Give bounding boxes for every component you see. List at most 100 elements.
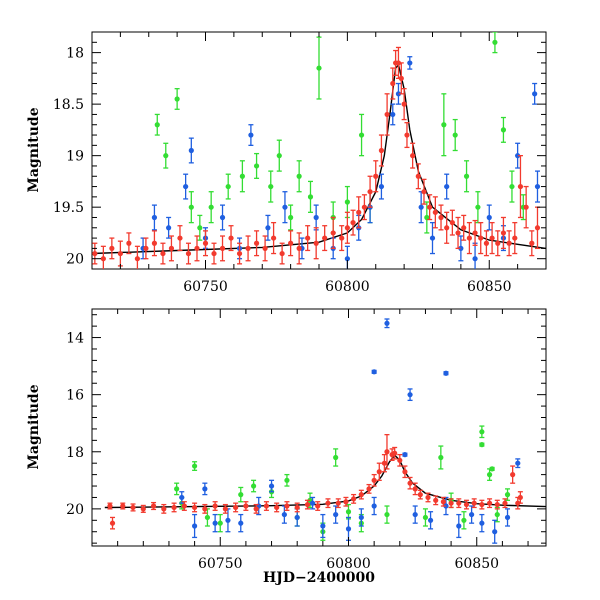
red-data-point (472, 219, 478, 246)
point-marker (263, 503, 270, 509)
blue-data-point (191, 513, 198, 539)
point-marker (344, 225, 350, 231)
point-marker (166, 225, 172, 231)
green-data-point (217, 513, 223, 533)
green-data-point (504, 488, 511, 501)
y-tick-label: 18.5 (53, 97, 84, 113)
point-marker (425, 494, 431, 501)
red-data-point (433, 495, 439, 506)
red-data-point (236, 242, 243, 265)
red-data-point (274, 502, 280, 513)
red-data-point (358, 489, 364, 500)
point-marker (407, 392, 413, 398)
blue-data-point (219, 204, 226, 231)
green-data-point (500, 116, 507, 143)
point-marker (463, 173, 470, 179)
point-marker (443, 503, 449, 509)
point-marker (284, 503, 290, 509)
red-data-point (502, 498, 508, 509)
red-data-point (376, 462, 382, 481)
red-data-point (350, 209, 356, 236)
red-data-point (432, 196, 438, 229)
y-tick-label: 19.5 (53, 200, 84, 216)
green-data-point (268, 170, 274, 203)
point-marker (395, 91, 402, 97)
green-data-point (479, 425, 485, 439)
point-marker (304, 501, 311, 508)
point-marker (373, 173, 379, 179)
red-data-point (392, 446, 398, 460)
point-marker (197, 225, 203, 231)
blue-data-point (532, 82, 538, 105)
red-data-point (438, 204, 444, 231)
point-marker (333, 454, 339, 461)
blue-data-point (407, 388, 413, 402)
y-tick-label: 16 (66, 388, 84, 404)
point-marker (222, 506, 228, 512)
green-data-point (250, 479, 257, 493)
point-marker (478, 235, 484, 241)
blue-data-point (479, 513, 485, 533)
point-marker (211, 250, 217, 257)
point-marker (412, 511, 418, 518)
red-data-point (456, 498, 462, 509)
point-marker (358, 514, 364, 521)
red-data-point (410, 142, 416, 169)
blue-data-point (407, 56, 413, 70)
point-marker (191, 463, 198, 469)
point-marker (174, 96, 180, 102)
red-data-point (233, 502, 239, 513)
blue-data-point (333, 505, 339, 524)
point-marker (500, 127, 507, 133)
point-marker (134, 256, 140, 262)
red-data-point (271, 221, 277, 255)
point-marker (253, 240, 260, 246)
point-marker (279, 250, 285, 257)
point-marker (344, 256, 350, 262)
blue-data-point (265, 214, 271, 241)
point-marker (174, 486, 180, 492)
blue-data-point (395, 82, 402, 105)
blue-data-point (320, 513, 326, 539)
blue-data-point (504, 508, 511, 527)
blue-data-point (166, 216, 172, 239)
point-marker (417, 492, 423, 498)
green-data-point (424, 201, 430, 234)
green-data-point (333, 448, 339, 467)
red-data-point (351, 493, 357, 504)
point-marker (443, 370, 449, 376)
point-marker (438, 454, 444, 461)
y-tick-label: 20 (66, 502, 84, 518)
point-marker (202, 240, 209, 246)
green-data-point (475, 191, 481, 224)
point-marker (456, 500, 462, 506)
red-data-point (177, 225, 183, 252)
point-marker (120, 503, 126, 509)
point-marker (333, 511, 339, 518)
point-marker (177, 235, 183, 241)
blue-data-point (268, 479, 275, 493)
blue-data-point (456, 513, 462, 539)
red-data-point (412, 482, 418, 496)
red-data-point (517, 491, 523, 504)
blue-data-point (371, 496, 377, 516)
green-data-point (384, 505, 390, 524)
point-marker (185, 250, 192, 257)
blue-data-point (443, 370, 449, 376)
blue-data-point (282, 191, 288, 224)
point-marker (265, 225, 271, 231)
green-data-point (208, 191, 214, 224)
blue-data-point (469, 505, 475, 524)
point-marker (421, 189, 427, 195)
x-tick-label: 60800 (326, 556, 371, 572)
green-data-point (452, 118, 458, 152)
red-data-point (134, 245, 140, 269)
red-data-point (288, 230, 294, 257)
green-data-point (288, 204, 294, 231)
plot-clipped-area (92, 32, 546, 269)
point-marker (239, 173, 245, 179)
point-marker (512, 235, 518, 241)
point-marker (427, 517, 434, 523)
green-data-point (154, 113, 160, 136)
point-marker (225, 183, 231, 190)
